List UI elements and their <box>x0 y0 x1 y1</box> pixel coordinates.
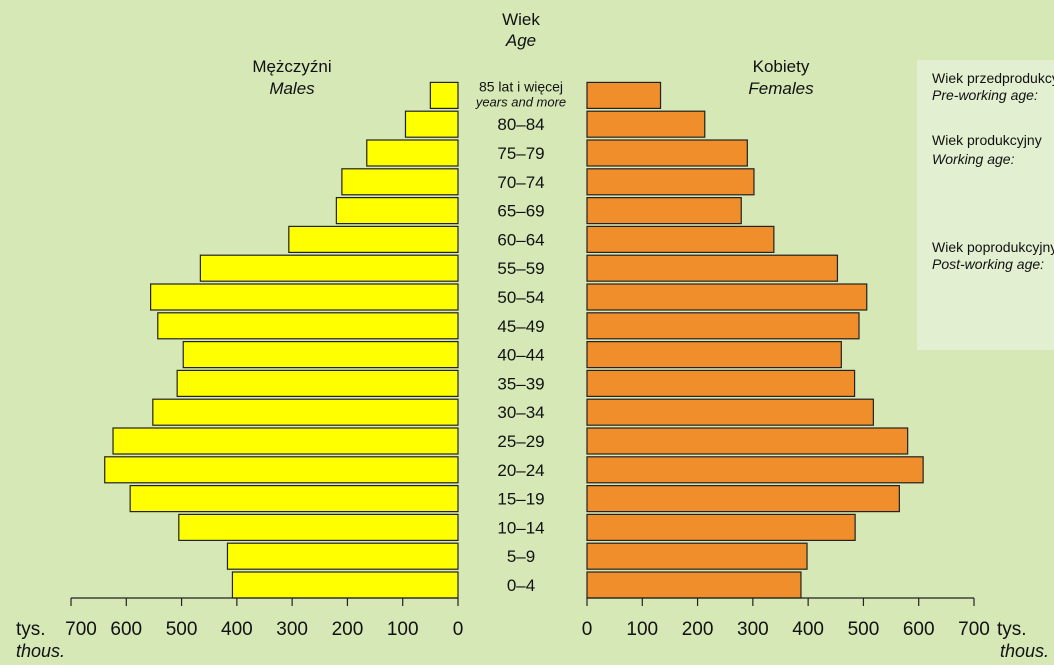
age-label: 0–4 <box>507 576 535 595</box>
legend-pre-working-en: Pre-working age: <box>932 87 1038 103</box>
female-bar <box>586 139 748 167</box>
tick-label-left: 200 <box>332 619 364 640</box>
female-bar <box>586 225 775 253</box>
unit-label-right: tys. <box>997 619 1027 640</box>
tick-label-right: 400 <box>792 619 824 640</box>
male-bar <box>176 369 459 397</box>
age-label: 10–14 <box>497 518 544 537</box>
unit-label-left: tys. <box>16 619 46 640</box>
legend-post-working-en: Post-working age: <box>932 256 1045 272</box>
age-label: 70–74 <box>497 173 544 192</box>
female-bar <box>586 485 900 513</box>
female-bar <box>586 283 868 311</box>
legend-post-working: Wiek poprodukcyjny <box>932 239 1054 255</box>
chart-title-en: Age <box>505 31 536 50</box>
female-bar <box>586 110 706 138</box>
female-bar <box>586 312 860 340</box>
female-bar <box>586 542 808 570</box>
age-label: 25–29 <box>497 432 544 451</box>
male-bar <box>199 254 459 282</box>
age-label: 30–34 <box>497 403 544 422</box>
age-label: 80–84 <box>497 115 544 134</box>
male-bar <box>157 312 459 340</box>
tick-label-right: 300 <box>737 619 769 640</box>
female-bar <box>586 456 924 484</box>
tick-label-left: 400 <box>221 619 253 640</box>
tick-label-left: 0 <box>453 619 464 640</box>
legend-working-en: Working age: <box>932 151 1015 167</box>
age-label: 45–49 <box>497 317 544 336</box>
male-bar <box>129 485 459 513</box>
male-bar <box>152 398 459 426</box>
age-label: 35–39 <box>497 374 544 393</box>
tick-label-right: 100 <box>626 619 658 640</box>
male-bar <box>150 283 459 311</box>
tick-label-right: 600 <box>903 619 935 640</box>
age-label: 40–44 <box>497 346 544 365</box>
male-bar <box>178 513 459 542</box>
male-bar <box>104 456 459 484</box>
female-bar <box>586 571 802 599</box>
male-bar <box>112 427 459 455</box>
tick-label-right: 200 <box>682 619 714 640</box>
age-label-en: years and more <box>475 94 566 109</box>
male-bar <box>404 110 459 138</box>
age-label: 85 lat i więcej <box>479 78 563 94</box>
unit-label-left-en: thous. <box>16 641 65 661</box>
male-bar <box>182 341 459 369</box>
female-bar <box>586 427 909 455</box>
age-label: 20–24 <box>497 461 544 480</box>
male-bar <box>231 571 459 599</box>
chart-title: Wiek <box>502 10 540 29</box>
females-label: Kobiety <box>753 57 810 76</box>
female-bar <box>586 81 662 110</box>
legend-pre-working: Wiek przedprodukcyjny <box>932 70 1054 86</box>
male-bar <box>366 139 459 167</box>
tick-label-right: 0 <box>582 619 593 640</box>
tick-label-right: 700 <box>958 619 990 640</box>
male-bar <box>226 542 459 570</box>
age-label: 15–19 <box>497 490 544 509</box>
legend-panel: Wiek przedprodukcyjny Pre-working age: W… <box>917 60 1054 350</box>
tick-label-right: 500 <box>848 619 880 640</box>
female-bar <box>586 197 742 225</box>
female-bar <box>586 513 856 542</box>
age-label: 5–9 <box>507 547 535 566</box>
age-label: 60–64 <box>497 230 544 249</box>
legend-working: Wiek produkcyjny <box>932 132 1042 148</box>
age-label: 55–59 <box>497 259 544 278</box>
female-bar <box>586 168 755 196</box>
male-bar <box>288 225 459 253</box>
tick-label-left: 100 <box>387 619 419 640</box>
tick-label-left: 500 <box>166 619 198 640</box>
male-bar <box>335 197 459 225</box>
female-bar <box>586 398 874 426</box>
tick-label-left: 300 <box>276 619 308 640</box>
males-label-en: Males <box>269 79 315 98</box>
age-label: 65–69 <box>497 202 544 221</box>
age-label: 50–54 <box>497 288 544 307</box>
tick-label-left: 600 <box>110 619 142 640</box>
unit-label-right-en: thous. <box>1000 641 1049 661</box>
male-bar <box>429 81 459 110</box>
females-label-en: Females <box>748 79 814 98</box>
female-bar <box>586 254 839 282</box>
female-bar <box>586 369 856 397</box>
males-label: Mężczyźni <box>252 57 331 76</box>
male-bar <box>341 168 459 196</box>
age-label: 75–79 <box>497 144 544 163</box>
female-bar <box>586 341 842 369</box>
tick-label-left: 700 <box>65 619 97 640</box>
